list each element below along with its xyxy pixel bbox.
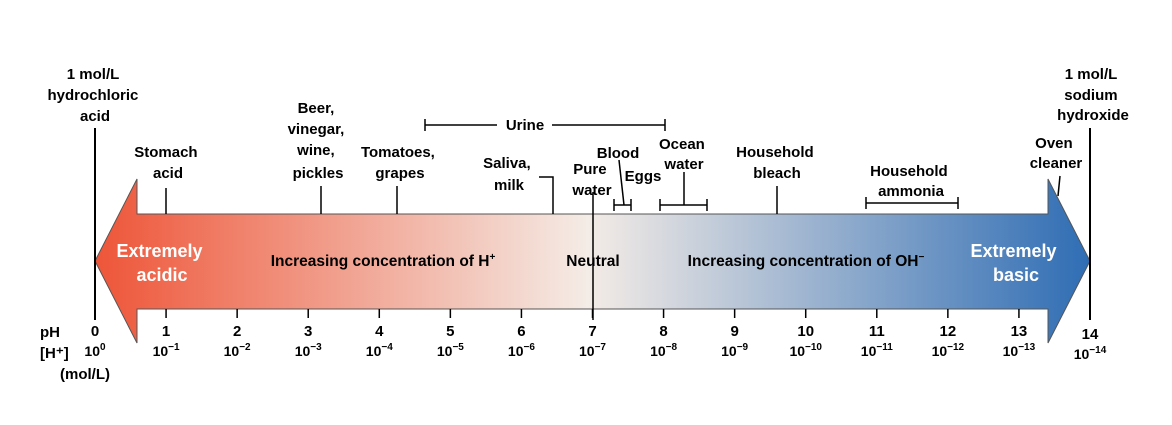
tomatoes-label: Tomatoes, grapes [361, 144, 439, 182]
hcl-label: 1 mol/L hydrochloric acid [47, 66, 142, 125]
ph-ticks: 0100110−1210−2310−3410−4510−5610−6710−78… [84, 309, 1107, 362]
h-concentration-tick-label: 10−12 [932, 342, 965, 359]
ph-tick-label: 1 [162, 323, 170, 340]
h-concentration-tick-label: 10−5 [437, 342, 464, 359]
ocean-water-label: Ocean water [659, 136, 709, 173]
h-concentration-label: [H⁺] [40, 345, 69, 362]
blood-pointer [618, 159, 625, 206]
oven-cleaner-label: Oven cleaner [1030, 135, 1083, 172]
ph-tick-label: 8 [659, 323, 667, 340]
ph-tick-label: 13 [1011, 323, 1028, 340]
neutral-label: Neutral [566, 253, 619, 270]
ph-tick-label: 7 [588, 323, 596, 340]
household-bleach-label: Household bleach [736, 144, 818, 182]
saliva-pointer [539, 176, 554, 214]
oven-cleaner-pointer [1057, 175, 1061, 197]
pure-water-label: Pure water [571, 161, 611, 199]
ph-tick-label: 3 [304, 323, 312, 340]
h-concentration-tick-label: 10−7 [579, 342, 606, 359]
beer-label: Beer, vinegar, wine, pickles [288, 100, 349, 182]
h-concentration-tick-label: 10−4 [366, 342, 393, 359]
ph-tick-label: 12 [940, 323, 957, 340]
ph-tick-label: 9 [730, 323, 738, 340]
ph-axis-label: pH [40, 324, 60, 341]
h-concentration-tick-label: 10−10 [789, 342, 822, 359]
h-concentration-tick-label: 10−2 [224, 342, 251, 359]
h-concentration-tick-label: 10−6 [508, 342, 535, 359]
h-concentration-tick-label: 10−8 [650, 342, 677, 359]
ph-tick-label: 14 [1082, 326, 1099, 343]
h-concentration-tick-label: 10−3 [295, 342, 322, 359]
extremely-basic-label: Extremely basic [970, 241, 1061, 285]
substance-markers [165, 119, 1061, 214]
h-concentration-tick-label: 10−11 [861, 342, 893, 359]
eggs-label: Eggs [625, 168, 662, 185]
naoh-label: 1 mol/L sodium hydroxide [1057, 66, 1129, 124]
blood-label: Blood [597, 145, 640, 162]
h-concentration-tick-label: 10−9 [721, 342, 748, 359]
stomach-acid-label: Stomach acid [134, 144, 202, 182]
h-concentration-tick-label: 10−1 [153, 342, 180, 359]
h-concentration-tick-label: 10−13 [1003, 342, 1036, 359]
ph-tick-label: 6 [517, 323, 525, 340]
ph-tick-label: 11 [869, 323, 885, 340]
extremely-acidic-label: Extremely acidic [116, 241, 207, 285]
h-concentration-tick-label: 100 [84, 342, 106, 359]
unit-label: (mol/L) [60, 366, 110, 383]
base-concentration-label: Increasing concentration of OH− [688, 252, 925, 270]
h-concentration-tick-label: 10−14 [1074, 345, 1107, 362]
saliva-label: Saliva, milk [483, 155, 535, 194]
ph-tick-label: 10 [797, 323, 814, 340]
acid-concentration-label: Increasing concentration of H+ [271, 252, 496, 270]
ph-tick-label: 2 [233, 323, 241, 340]
urine-label: Urine [506, 117, 544, 134]
ph-tick-label: 0 [91, 323, 99, 340]
ph-tick-label: 4 [375, 323, 384, 340]
household-ammonia-label: Household ammonia [870, 163, 952, 200]
ph-tick-label: 5 [446, 323, 454, 340]
